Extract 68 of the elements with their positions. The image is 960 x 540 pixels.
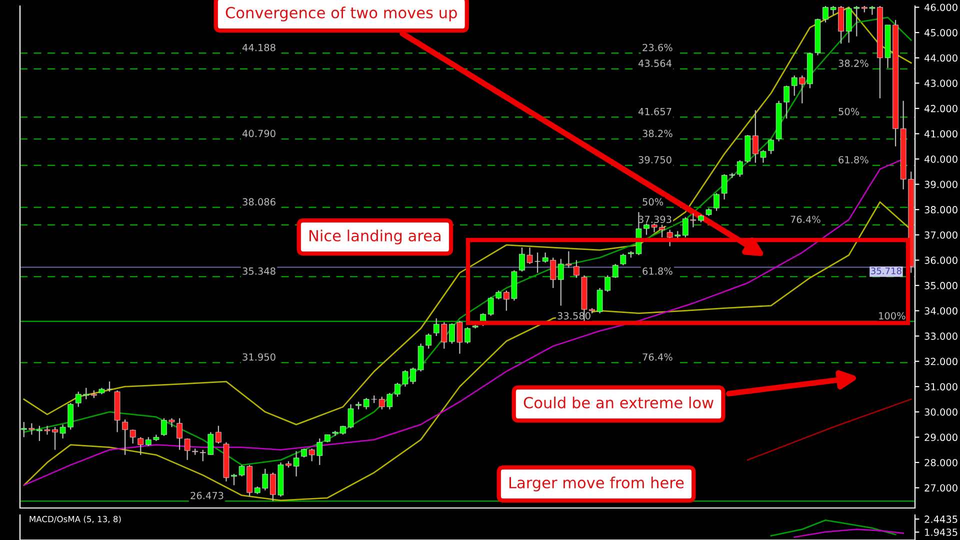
annotation: 23.6% [642, 44, 672, 52]
ref-line-label: 35.718 [871, 267, 902, 274]
annotation: 100% [879, 312, 906, 320]
y-tick-label: 40.000 [924, 155, 958, 163]
ref-line-label: 43.564 [638, 60, 672, 67]
annotation: 76.4% [790, 216, 820, 224]
candlestick [130, 429, 136, 444]
candlestick [426, 332, 432, 350]
candlestick [534, 252, 540, 274]
ref-line-label: 40.790 [242, 130, 276, 138]
line-series [794, 528, 904, 538]
ref-line-label: 26.473 [190, 492, 224, 500]
y-tick-label: 28.000 [924, 458, 958, 466]
y-tick-label: 45.000 [924, 29, 958, 36]
ref-line-label: 37.393 [638, 216, 672, 224]
annotation: Convergence of two moves up [226, 6, 457, 22]
y-tick-label: 31.000 [924, 383, 958, 390]
candlestick [216, 425, 222, 444]
y-tick-label: 44.000 [924, 54, 958, 62]
annotation: Nice landing area [310, 230, 440, 244]
ref-line-label: 44.188 [242, 44, 276, 52]
y-tick-label: 42.000 [924, 104, 958, 112]
y-tick-label: 33.000 [924, 332, 958, 340]
candlestick [418, 343, 424, 372]
y-tick-label: 34.000 [924, 307, 958, 315]
annotation: 76.4% [642, 353, 672, 361]
y-tick-label: 38.000 [924, 206, 958, 214]
ref-line-label: 38.086 [242, 198, 276, 206]
y-tick-label: 32.000 [924, 358, 958, 366]
annotation: 61.8% [642, 267, 672, 275]
candlestick [768, 138, 774, 154]
y-tick-label: 39.000 [924, 180, 958, 188]
candlestick [714, 192, 720, 212]
y-tick-label: 1.9435 [925, 528, 958, 536]
candlestick [184, 438, 190, 461]
ref-line-label: 35.348 [242, 267, 276, 275]
y-tick-label: 35.000 [924, 282, 958, 290]
candlestick [332, 430, 338, 436]
candlestick [784, 85, 790, 120]
annotation: 61.8% [838, 156, 868, 164]
y-tick-label: 30.000 [924, 408, 958, 416]
candlestick [363, 397, 370, 410]
ref-line-label: 41.657 [638, 108, 672, 116]
annotation: Could be an extreme low [524, 396, 714, 408]
y-tick-label: 37.000 [924, 231, 958, 239]
y-tick-label: 46.000 [924, 4, 958, 12]
annotation: Larger move from here [510, 476, 684, 492]
line-series [770, 520, 896, 537]
candlestick [106, 380, 112, 392]
ref-line-label: 31.950 [242, 353, 276, 361]
annotation: 50% [642, 198, 664, 206]
candlestick [122, 418, 128, 456]
candlestick [138, 436, 144, 456]
candlestick [612, 263, 618, 278]
y-tick-label: 41.000 [924, 130, 958, 138]
y-tick-label: 2.4435 [924, 516, 958, 523]
annotation: MACD/OsMA (5, 13, 8) [30, 516, 121, 524]
y-tick-label: 36.000 [924, 256, 958, 264]
candlestick [620, 253, 626, 266]
annotation: 38.2% [838, 60, 868, 67]
ref-line-label: 39.750 [638, 156, 672, 164]
annotation: 50% [838, 108, 860, 116]
candlestick [574, 260, 580, 278]
y-tick-label: 43.000 [924, 80, 958, 87]
y-tick-label: 29.000 [924, 434, 958, 442]
y-tick-label: 27.000 [924, 484, 958, 492]
annotation: 38.2% [642, 130, 672, 138]
candlestick [176, 418, 182, 450]
